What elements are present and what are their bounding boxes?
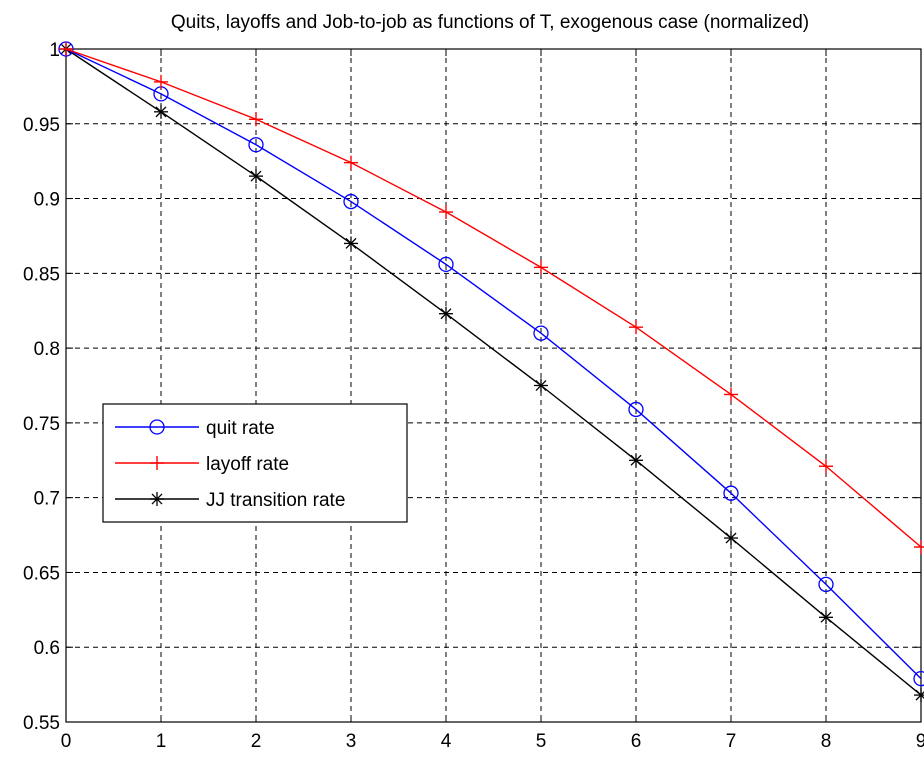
data-point [59,42,73,56]
data-point [343,193,359,210]
data-point [249,169,263,184]
data-point [819,610,833,625]
x-tick-label: 4 [441,731,452,752]
series-line [65,48,922,548]
data-point [439,306,453,321]
data-point [534,378,548,393]
axes: 0 1 2 3 4 5 6 7 8 9 0.55 0.6 0.65 0.7 0.75 0.8 0.85 0.9 0.… [23,40,924,752]
y-tick-label: 0.8 [34,339,60,360]
y-tick-label: 0.95 [23,115,60,136]
y-tick-label: 0.75 [23,414,60,435]
x-tick-label: 2 [251,731,262,752]
series-layer [58,41,924,703]
data-point [914,688,924,703]
data-point [629,453,643,468]
data-point [818,576,834,593]
y-tick-label: 0.9 [34,190,60,211]
y-tick-label: 0.85 [23,264,60,285]
series-layoff-rate [59,42,924,555]
x-tick-label: 5 [536,731,547,752]
y-tick-label: 0.7 [34,489,60,510]
y-tick-label: 0.6 [34,638,60,659]
data-point [248,137,264,153]
data-point [724,387,738,402]
legend-item: layoff rate [115,454,289,475]
plot-area [66,49,921,722]
data-point [344,155,358,170]
legend-item: JJ transition rate [115,490,345,511]
x-tick-label: 1 [156,731,167,752]
data-point [438,256,454,273]
series-line [65,48,922,696]
legend-marker [150,492,164,506]
y-tick-label: 0.55 [23,713,60,734]
y-tick-label: 1 [49,40,60,61]
data-point [724,531,738,546]
data-point [914,540,924,555]
legend-item: quit rate [115,418,275,439]
x-tick-label: 6 [631,731,642,752]
y-tick-label: 0.65 [23,563,60,584]
axes-box [65,48,922,723]
x-tick-label: 3 [346,731,357,752]
data-point [154,74,168,89]
series-line [65,48,922,680]
data-point [629,320,643,335]
data-point [534,260,548,275]
legend: quit rate layoff rate JJ transition rate [102,403,408,523]
data-point [533,325,549,341]
x-tick-label: 8 [821,731,832,752]
legend-label: quit rate [206,418,275,439]
x-tick-label: 9 [916,731,924,752]
data-point [819,459,833,474]
legend-marker [150,456,164,470]
data-point [154,104,168,119]
x-tick-label: 7 [726,731,737,752]
chart-title: Quits, layoffs and Job-to-job as functio… [171,12,809,33]
x-tick-label: 0 [61,731,72,752]
legend-label: JJ transition rate [206,490,345,511]
series-jj-transition-rate [59,42,924,703]
legend-marker [149,419,165,435]
data-point [249,112,263,127]
legend-label: layoff rate [206,454,289,475]
data-point [344,236,358,251]
data-point [723,485,739,501]
data-point [439,205,453,220]
data-point [628,401,644,418]
data-point [913,670,924,687]
